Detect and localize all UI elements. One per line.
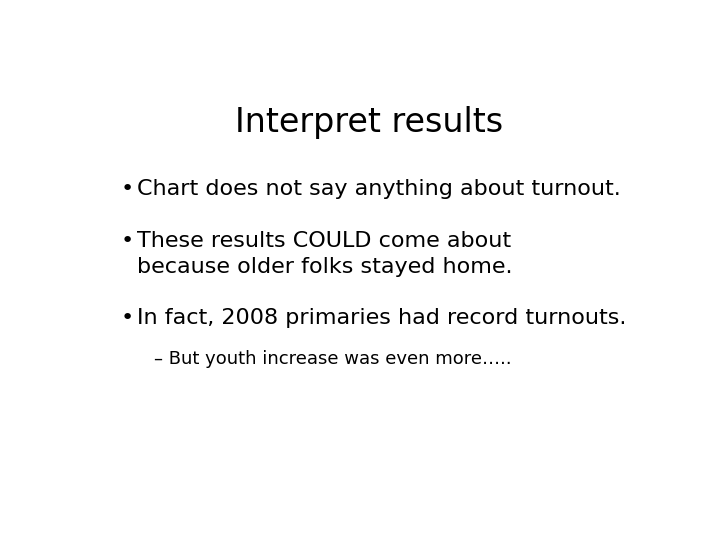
Text: – But youth increase was even more…..: – But youth increase was even more….. [154,349,512,368]
Text: •: • [121,231,134,251]
Text: In fact, 2008 primaries had record turnouts.: In fact, 2008 primaries had record turno… [138,308,627,328]
Text: •: • [121,308,134,328]
Text: •: • [121,179,134,199]
Text: Chart does not say anything about turnout.: Chart does not say anything about turnou… [138,179,621,199]
Text: Interpret results: Interpret results [235,106,503,139]
Text: These results COULD come about
because older folks stayed home.: These results COULD come about because o… [138,231,513,276]
